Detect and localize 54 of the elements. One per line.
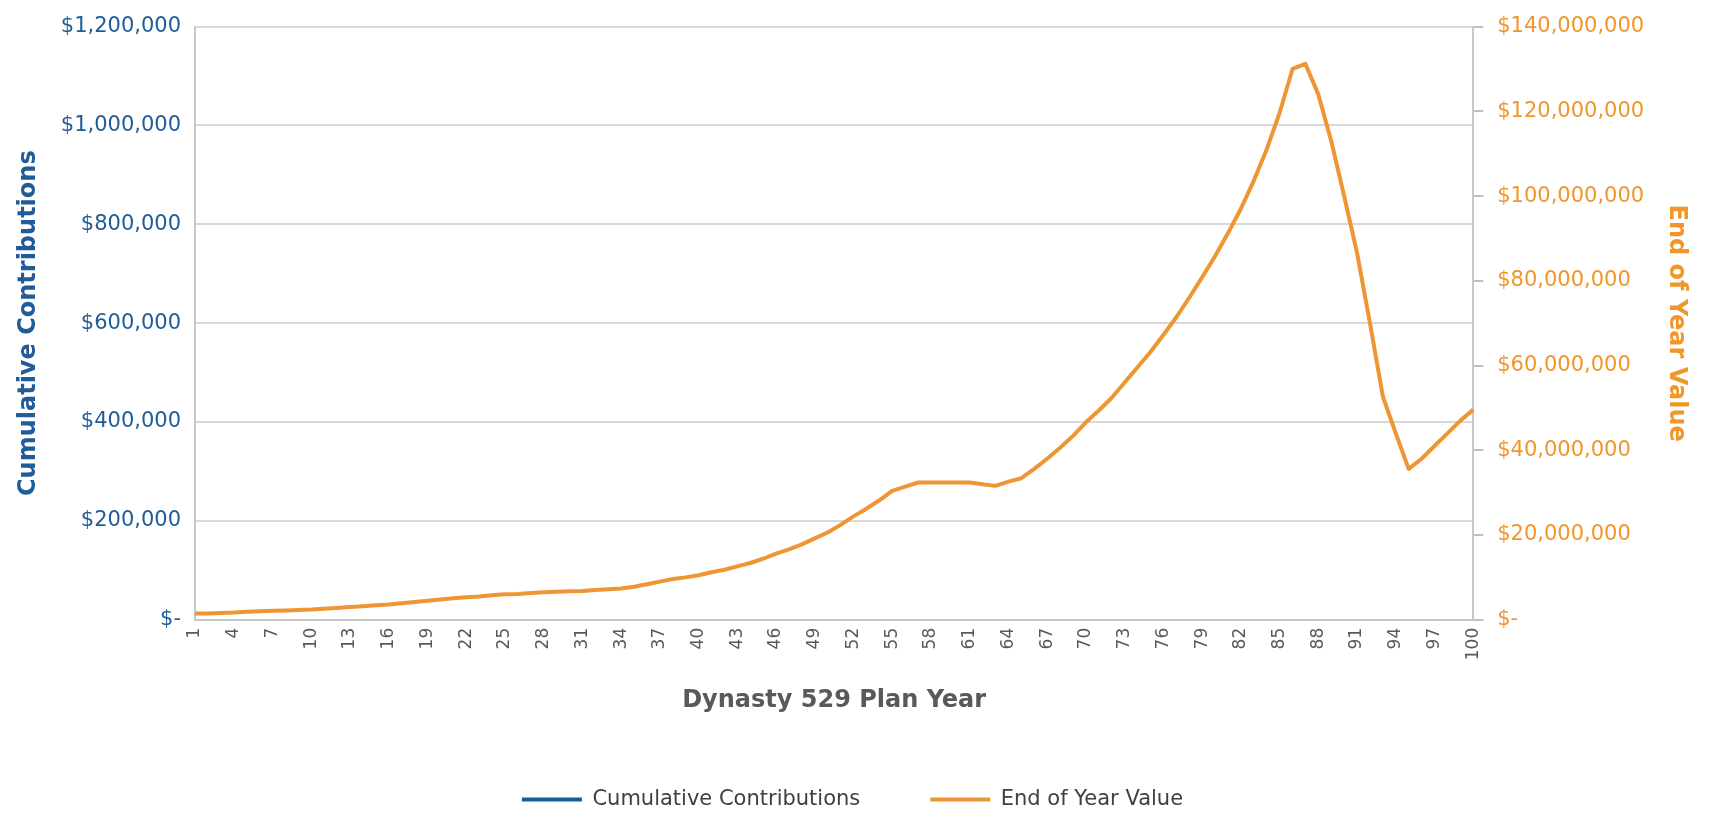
x-tick-label: 19 [415, 627, 436, 650]
x-tick-label: 28 [532, 627, 553, 650]
x-tick-label: 22 [454, 627, 475, 650]
x-tick-label: 31 [570, 627, 591, 650]
x-tick-label: 85 [1268, 627, 1288, 650]
y2-axis-title: End of Year Value [1664, 204, 1693, 442]
x-tick-label: 82 [1229, 627, 1250, 650]
x-tick-label: 37 [648, 627, 669, 650]
y2-tick-label: $140,000,000 [1497, 13, 1645, 38]
x-tick-label: 43 [725, 627, 746, 650]
x-tick-label: 46 [764, 627, 785, 650]
y2-tick-label: $40,000,000 [1497, 436, 1631, 461]
x-tick-label: 76 [1151, 627, 1172, 650]
y2-tick-label: $- [1497, 606, 1519, 631]
x-tick-label: 52 [841, 627, 862, 650]
y-tick-label: $800,000 [80, 210, 182, 235]
x-tick-label: 61 [958, 627, 979, 650]
x-tick-label: 25 [493, 627, 514, 650]
x-tick-label: 64 [996, 627, 1017, 650]
x-tick-label: 34 [609, 627, 630, 650]
x-tick-label: 16 [377, 627, 398, 650]
legend-label: End of Year Value [1000, 785, 1184, 810]
x-axis-title: Dynasty 529 Plan Year [682, 684, 987, 713]
y-axis-title: Cumulative Contributions [12, 150, 41, 497]
x-tick-label: 91 [1345, 627, 1366, 650]
x-tick-label: 100 [1461, 627, 1482, 661]
y-tick-label: $200,000 [80, 507, 182, 532]
y-tick-label: $1,000,000 [60, 111, 182, 136]
x-tick-label: 1 [183, 627, 204, 639]
y2-tick-label: $120,000,000 [1497, 97, 1645, 122]
x-tick-label: 7 [260, 627, 281, 639]
y-tick-label: $600,000 [80, 309, 182, 334]
legend-label: Cumulative Contributions [592, 785, 861, 810]
y2-tick-label: $80,000,000 [1497, 267, 1631, 292]
y-tick-label: $400,000 [80, 408, 182, 433]
x-tick-label: 79 [1190, 627, 1211, 650]
y2-tick-label: $60,000,000 [1497, 352, 1631, 376]
x-tick-label: 13 [338, 627, 359, 650]
x-tick-label: 88 [1306, 627, 1327, 650]
y2-tick-label: $100,000,000 [1497, 182, 1645, 207]
x-tick-label: 10 [299, 627, 320, 650]
y-tick-label: $1,200,000 [60, 13, 182, 38]
x-tick-label: 73 [1113, 627, 1134, 650]
x-tick-label: 55 [880, 627, 901, 650]
x-tick-label: 58 [919, 627, 940, 650]
x-tick-label: 94 [1384, 627, 1405, 650]
y2-tick-label: $20,000,000 [1497, 521, 1631, 546]
x-tick-label: 4 [222, 627, 243, 639]
y-tick-label: $- [160, 606, 182, 631]
x-tick-label: 70 [1074, 627, 1095, 650]
x-tick-label: 49 [803, 627, 824, 650]
x-tick-label: 67 [1035, 627, 1056, 650]
x-tick-label: 40 [686, 627, 707, 650]
x-tick-label: 97 [1422, 627, 1443, 650]
